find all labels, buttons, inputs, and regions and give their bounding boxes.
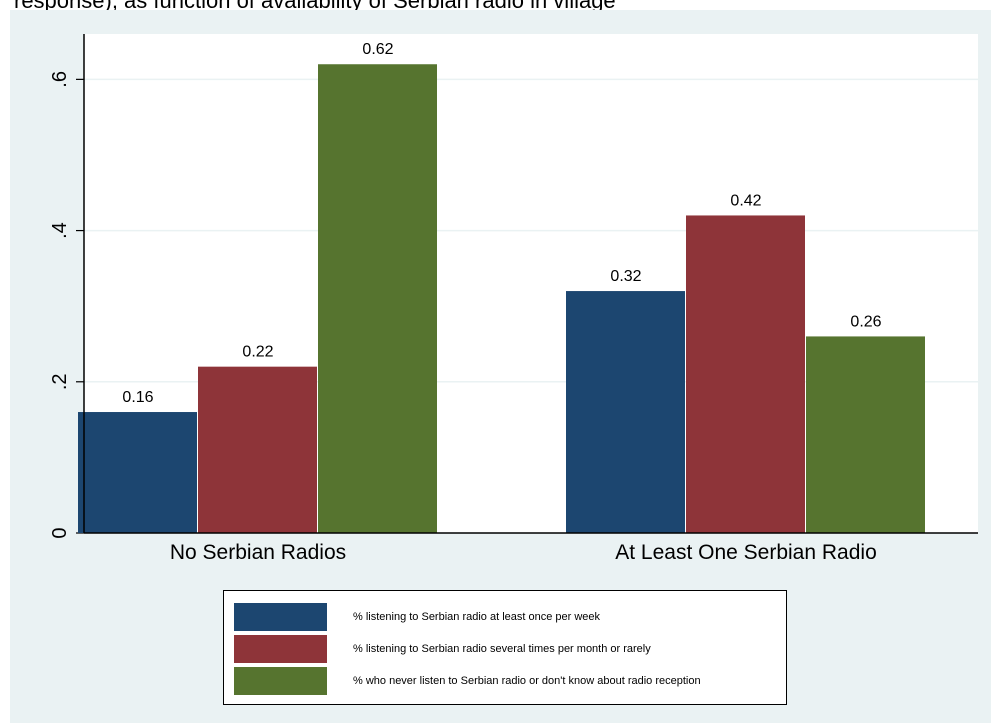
legend: % listening to Serbian radio at least on… xyxy=(223,590,787,705)
data-label: 0.62 xyxy=(362,41,393,58)
chart-frame: 0 .2 .4 .6 0.16 0.22 0.62 No Serbian Radios 0.32… xyxy=(10,10,991,723)
y-tick-label: .2 xyxy=(49,373,71,390)
data-label: 0.32 xyxy=(610,268,641,285)
legend-label-never: % who never listen to Serbian radio or d… xyxy=(353,675,701,687)
bar xyxy=(318,64,437,533)
category-label: No Serbian Radios xyxy=(170,541,346,564)
data-label: 0.42 xyxy=(730,192,761,209)
bar xyxy=(566,291,685,533)
data-label: 0.22 xyxy=(242,344,273,361)
bar xyxy=(78,412,197,533)
y-tick-label: 0 xyxy=(49,527,71,538)
category-label: At Least One Serbian Radio xyxy=(615,541,877,564)
bar xyxy=(198,366,317,533)
legend-item-monthly: % listening to Serbian radio several tim… xyxy=(234,635,651,663)
y-tick-label: .6 xyxy=(49,71,71,88)
legend-swatch-monthly xyxy=(234,635,327,663)
y-tick-label: .4 xyxy=(49,222,71,239)
legend-swatch-never xyxy=(234,667,327,695)
legend-label-weekly: % listening to Serbian radio at least on… xyxy=(353,611,601,623)
data-label: 0.26 xyxy=(850,313,881,330)
legend-swatch-weekly xyxy=(234,603,327,631)
bar xyxy=(686,215,805,534)
legend-item-never: % who never listen to Serbian radio or d… xyxy=(234,667,701,695)
chart-plot: 0 .2 .4 .6 0.16 0.22 0.62 No Serbian Radios 0.32… xyxy=(49,34,978,564)
chart-title: response), as function of availability o… xyxy=(14,0,616,13)
legend-item-weekly: % listening to Serbian radio at least on… xyxy=(234,603,600,631)
data-label: 0.16 xyxy=(122,389,153,406)
bar xyxy=(806,336,925,533)
legend-label-monthly: % listening to Serbian radio several tim… xyxy=(353,643,651,655)
